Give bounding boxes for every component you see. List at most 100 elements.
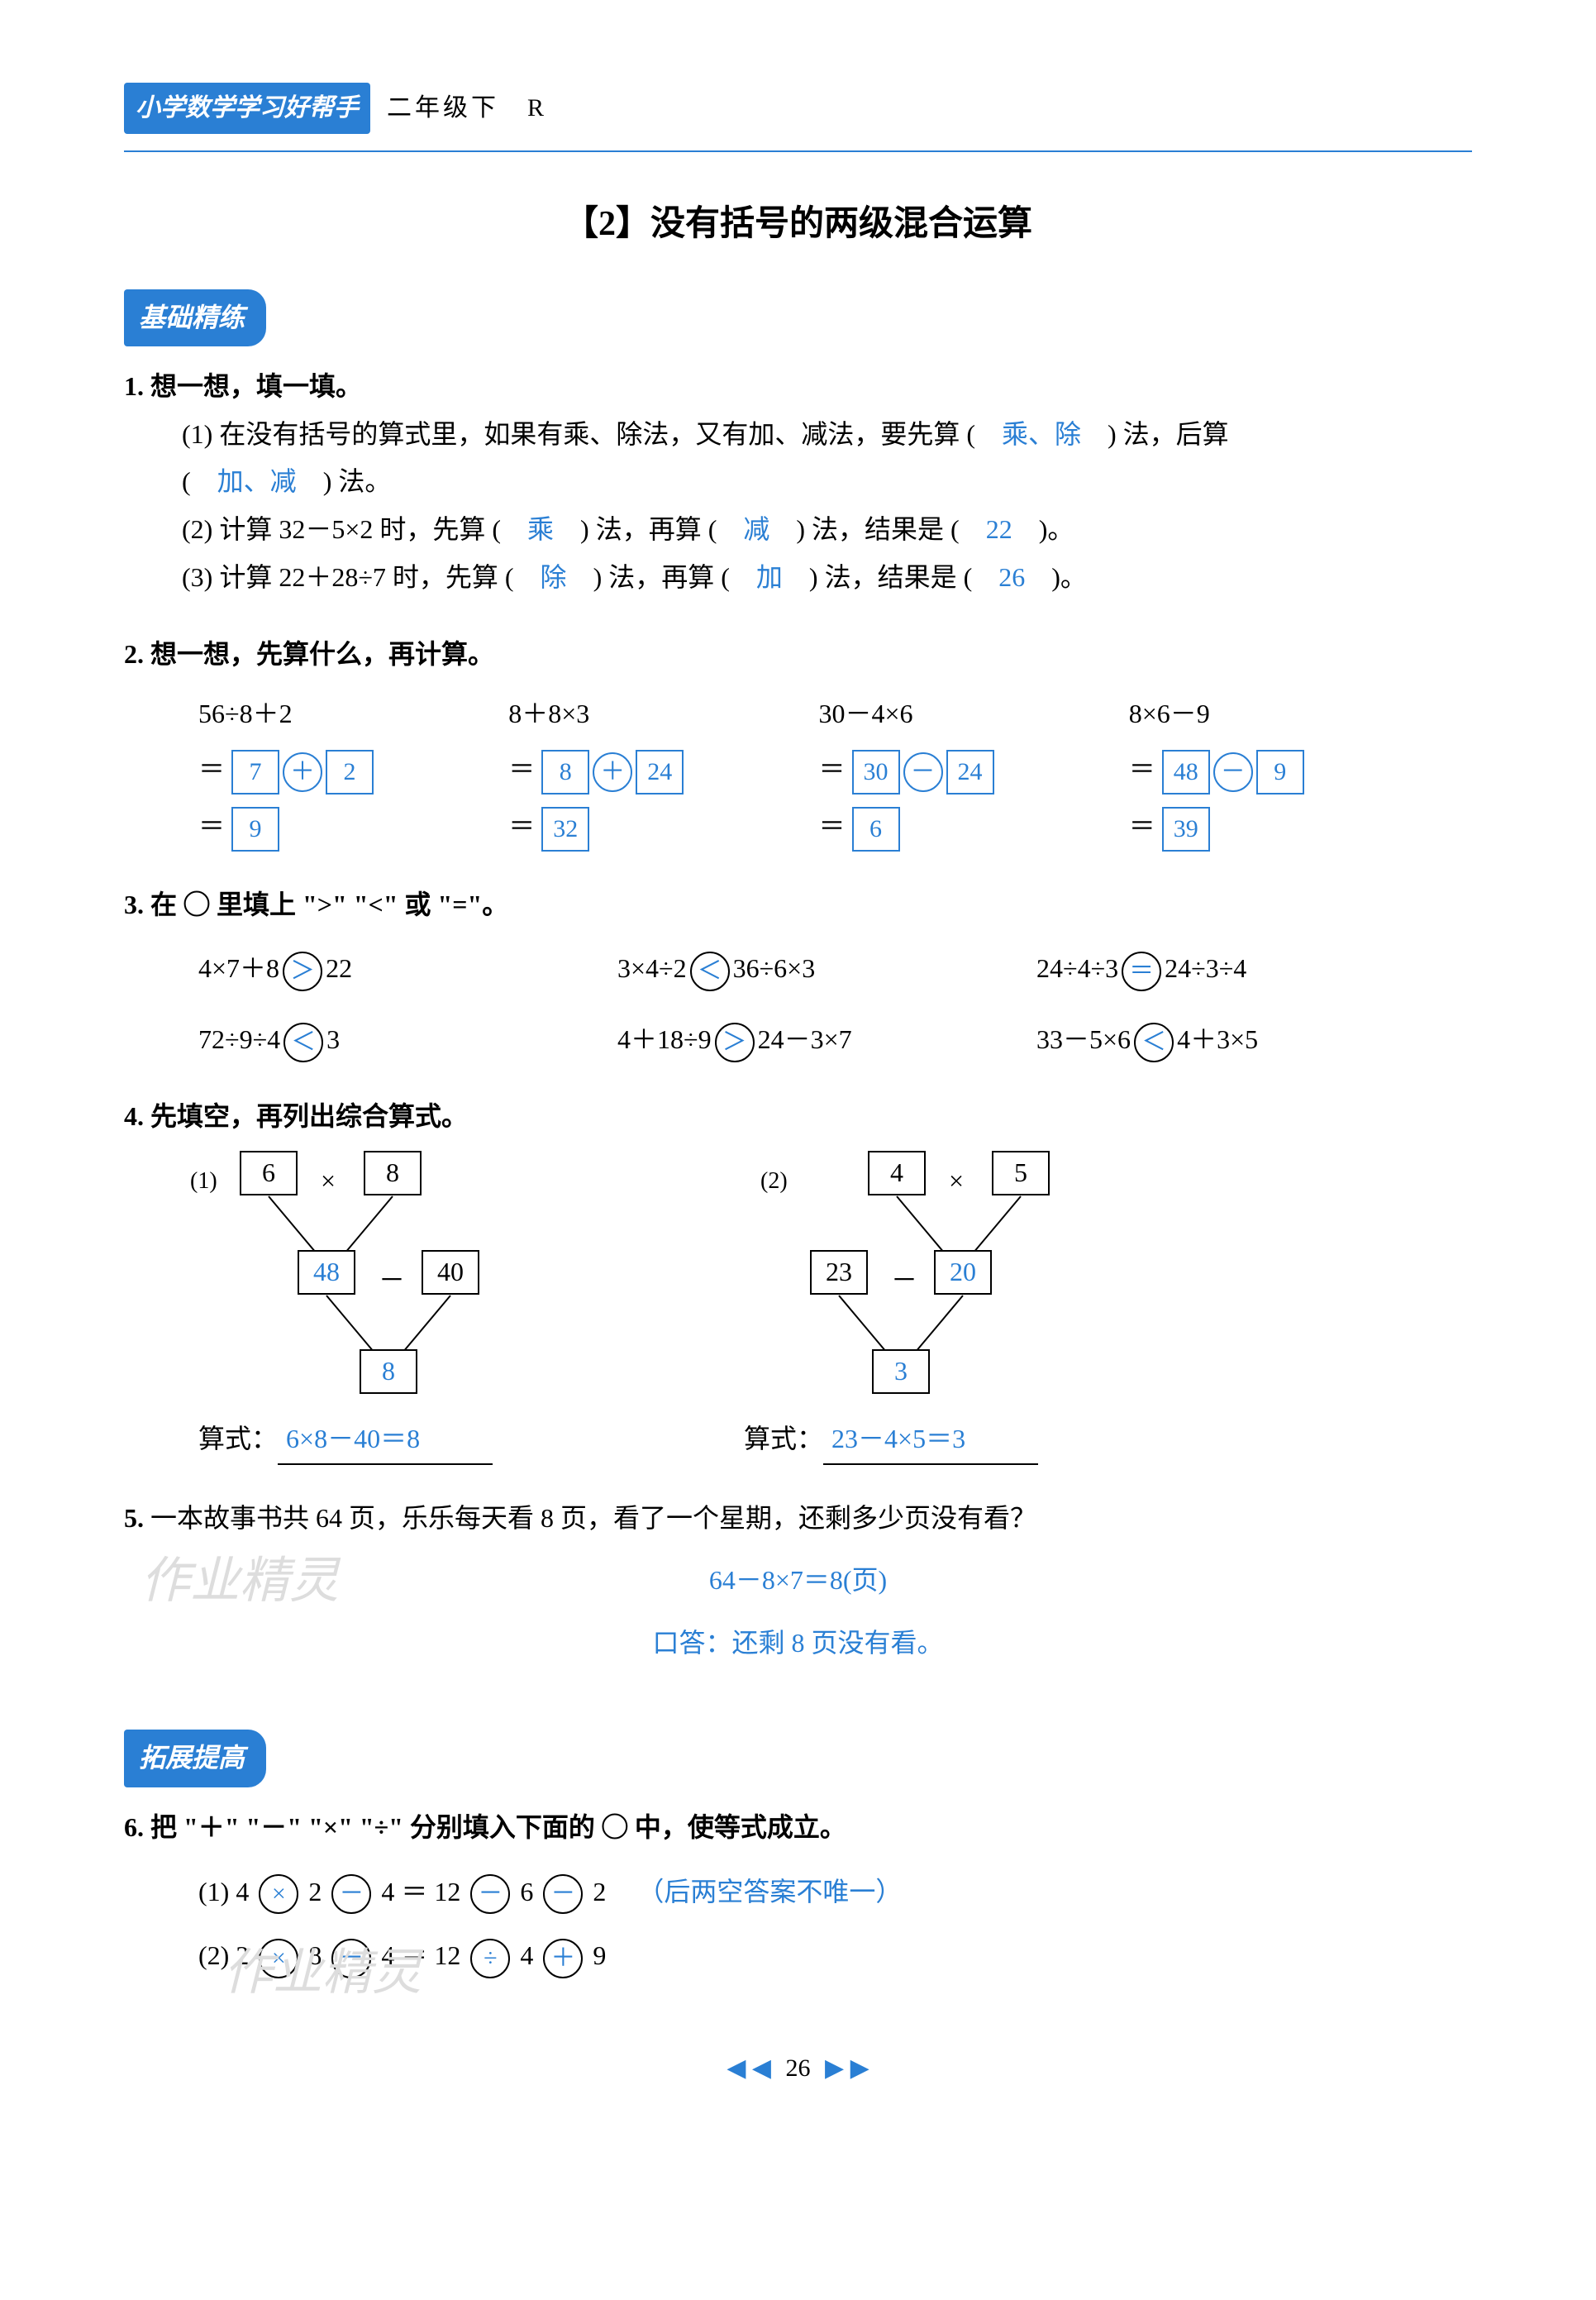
q2c1-s1b: 24 (636, 750, 684, 795)
q4t2-eqlabel: 算式： (744, 1424, 823, 1453)
q3-i5: 33－5×6＜4＋3×5 (1036, 1016, 1439, 1064)
q3-i0-l: 4×7＋8 (198, 953, 279, 983)
q1-part1b: ( 加、减 ) 法。 (124, 458, 1472, 506)
q3-i1-sym: ＜ (690, 952, 730, 991)
q2c1-s1: ＝ 8＋24 (508, 746, 818, 795)
q2c0-s1b: 2 (326, 750, 374, 795)
q6-title: 把 "＋" "－" "×" "÷" 分别填入下面的 ◯ 中，使等式成立。 (150, 1812, 846, 1842)
q4t2-res: 3 (872, 1349, 930, 1394)
q2c3-s1: ＝ 48－9 (1129, 746, 1439, 795)
q4-tree-row: (1) 6 × 8 48 － 40 8 (2) 4 × 5 23 － 20 3 (124, 1151, 1472, 1399)
q1p2-pre: (2) 计算 32－5×2 时，先算 ( (182, 514, 527, 544)
q3-grid: 4×7＋8＞22 3×4÷2＜36÷6×3 24÷4÷3＝24÷3÷4 72÷9… (124, 945, 1472, 1063)
q2c1-expr: 8＋8×3 (508, 690, 818, 738)
grade-label: 二年级下 R (387, 86, 547, 131)
q4t2-eq: 23－4×5＝3 (823, 1415, 1038, 1465)
q1-part3: (3) 计算 22＋28÷7 时，先算 ( 除 ) 法，再算 ( 加 ) 法，结… (124, 554, 1472, 602)
q4t2-op2: － (891, 1257, 917, 1305)
q1p3-pre: (3) 计算 22＋28÷7 时，先算 ( (182, 562, 541, 592)
q2-step1-row: ＝ 7＋2 ＝ 8＋24 ＝ 30－24 ＝ 48－9 (124, 746, 1472, 795)
q4-tree1: (1) 6 × 8 48 － 40 8 (198, 1151, 529, 1399)
q3-i2-sym: ＝ (1122, 952, 1161, 991)
q4t1-res: 8 (360, 1349, 417, 1394)
q4t1-eq: 6×8－40＝8 (278, 1415, 493, 1465)
book-title-badge: 小学数学学习好帮手 (124, 83, 370, 134)
q1p3-a3: 26 (998, 562, 1025, 592)
q3-title: 在 ◯ 里填上 ">" "<" 或 "="。 (150, 890, 508, 919)
q1p2-a2: 减 (743, 514, 769, 544)
lesson-title: 【2】没有括号的两级混合运算 (124, 193, 1472, 256)
q6r1-note: （后两空答案不唯一） (637, 1877, 902, 1906)
q2c1-s1a: 8 (541, 750, 589, 795)
q3-i1-l: 3×4÷2 (617, 953, 687, 983)
question-5: 5. 一本故事书共 64 页，乐乐每天看 8 页，看了一个星期，还剩多少页没有看… (124, 1495, 1472, 1668)
page-header: 小学数学学习好帮手 二年级下 R (124, 83, 1472, 134)
q1p2-a1: 乘 (527, 514, 554, 544)
q4t2-op1: × (949, 1157, 964, 1205)
q1p1-mid: ) 法，后算 (1081, 419, 1229, 449)
q3-i5-l: 33－5×6 (1036, 1024, 1131, 1054)
q5-ans1: 64－8×7＝8(页) (124, 1557, 1472, 1605)
q6-number: 6. (124, 1812, 144, 1842)
q6r1-m3: 6 (520, 1877, 533, 1906)
q2c1-s1op: ＋ (593, 752, 632, 792)
q3-i3-l: 72÷9÷4 (198, 1024, 280, 1054)
q2c3-s2: 39 (1162, 807, 1210, 852)
q3-i4-r: 24－3×7 (758, 1024, 852, 1054)
question-2: 2. 想一想，先算什么，再计算。 56÷8＋2 8＋8×3 30－4×6 8×6… (124, 631, 1472, 852)
q5-text: 一本故事书共 64 页，乐乐每天看 8 页，看了一个星期，还剩多少页没有看？ (150, 1503, 1036, 1533)
q1p2-mid2: ) 法，结果是 ( (769, 514, 985, 544)
q6r2-o3: ÷ (470, 1939, 510, 1978)
q1-part2: (2) 计算 32－5×2 时，先算 ( 乘 ) 法，再算 ( 减 ) 法，结果… (124, 506, 1472, 554)
q3-i3: 72÷9÷4＜3 (198, 1016, 601, 1064)
q5-number: 5. (124, 1503, 144, 1533)
q6r1-o1: × (259, 1874, 298, 1914)
q6r1-label: (1) 4 (198, 1877, 249, 1906)
q3-i2-r: 24÷3÷4 (1165, 953, 1246, 983)
q6-row2: (2) 2 × 8 － 4 ＝ 12 ÷ 4 ＋ 9 (124, 1932, 1472, 1980)
q1p3-mid1: ) 法，再算 ( (567, 562, 756, 592)
q4t2-m: 23 (810, 1250, 868, 1295)
q2-expr-row: 56÷8＋2 8＋8×3 30－4×6 8×6－9 (124, 690, 1472, 738)
q1-number: 1. (124, 371, 144, 401)
q2c3-s1a: 48 (1162, 750, 1210, 795)
q2c1-s2: 32 (541, 807, 589, 852)
section-basic-badge: 基础精练 (124, 289, 266, 347)
q6r1-m4: 2 (593, 1877, 606, 1906)
pager-right-icon: ▶ ▶ (825, 2054, 869, 2082)
q2c0-expr: 56÷8＋2 (198, 690, 508, 738)
q2c0-s1op: ＋ (283, 752, 322, 792)
q1p3-a1: 除 (541, 562, 567, 592)
q3-i4-l: 4＋18÷9 (617, 1024, 712, 1054)
q1p2-mid1: ) 法，再算 ( (554, 514, 743, 544)
q2-title: 想一想，先算什么，再计算。 (150, 639, 494, 669)
q1p1-pre2: ( (182, 466, 217, 496)
q3-i1: 3×4÷2＜36÷6×3 (617, 945, 1020, 993)
q1p3-mid2: ) 法，结果是 ( (783, 562, 998, 592)
q4t1-op1: × (321, 1157, 336, 1205)
section-extend-badge: 拓展提高 (124, 1730, 266, 1787)
q2c2-s1op: － (903, 752, 943, 792)
q4t1-op2: － (379, 1257, 405, 1305)
q3-i3-r: 3 (326, 1024, 340, 1054)
q2c1-s2w: ＝ 32 (508, 803, 818, 852)
q3-number: 3. (124, 890, 144, 919)
q1p1-ans2: 加、减 (217, 466, 297, 496)
q3-i0: 4×7＋8＞22 (198, 945, 601, 993)
q3-i4: 4＋18÷9＞24－3×7 (617, 1016, 1020, 1064)
q3-i5-r: 4＋3×5 (1177, 1024, 1258, 1054)
q6r1-o3: － (470, 1874, 510, 1914)
q4-title: 先填空，再列出综合算式。 (150, 1101, 468, 1131)
q6r1-o2: － (331, 1874, 371, 1914)
question-4: 4. 先填空，再列出综合算式。 (1) 6 × 8 48 － 40 8 (2) … (124, 1093, 1472, 1464)
q2c0-s1a: 7 (231, 750, 279, 795)
q2c0-s2: 9 (231, 807, 279, 852)
pager-left-icon: ◀ ◀ (727, 2054, 771, 2082)
question-1: 1. 想一想，填一填。 (1) 在没有括号的算式里，如果有乘、除法，又有加、减法… (124, 363, 1472, 601)
q2c3-s2w: ＝ 39 (1129, 803, 1439, 852)
page-footer: ◀ ◀ 26 ▶ ▶ (124, 2046, 1472, 2091)
q3-i0-sym: ＞ (283, 952, 322, 991)
q6-row1: (1) 4 × 2 － 4 ＝ 12 － 6 － 2 （后两空答案不唯一） (124, 1868, 1472, 1916)
q2c2-s1: ＝ 30－24 (819, 746, 1129, 795)
q1p1-post: ) 法。 (297, 466, 392, 496)
